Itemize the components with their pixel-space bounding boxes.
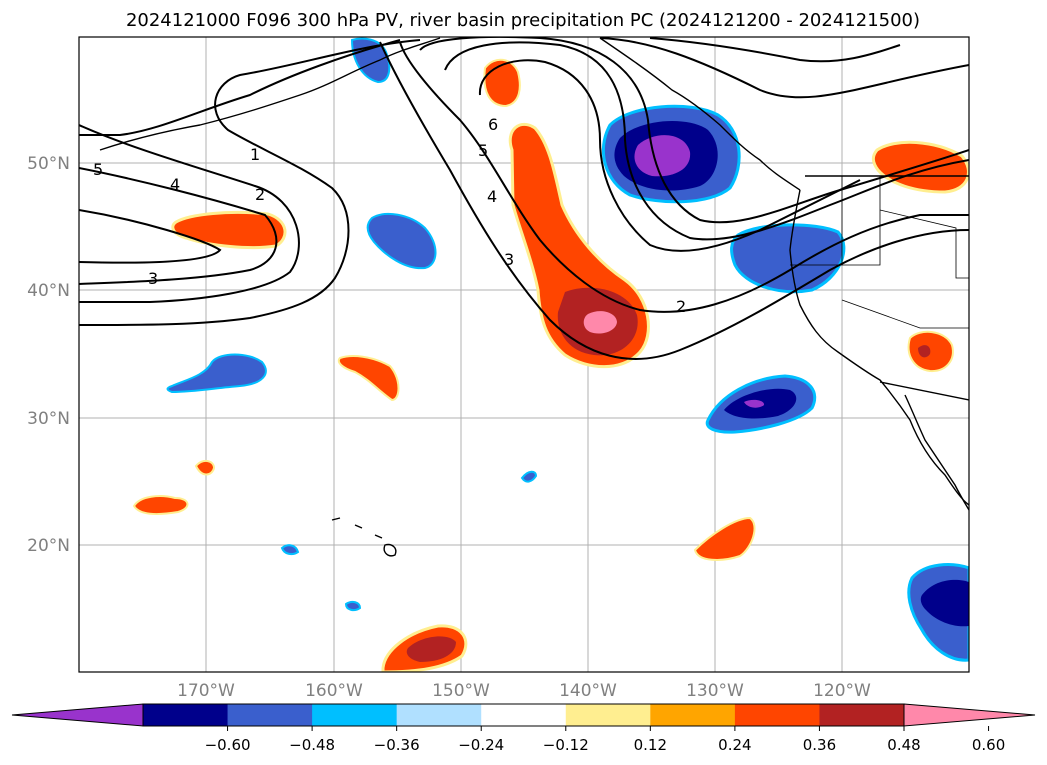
map-frame xyxy=(78,36,970,673)
precip-negative-core xyxy=(920,579,969,627)
precip-negative-blob xyxy=(344,600,362,612)
precip-negative-blob xyxy=(730,223,846,294)
pv-contour-9 xyxy=(399,41,969,313)
colorbar-swatch xyxy=(734,704,820,726)
pv-contour-10 xyxy=(379,41,969,360)
pv-contour-12 xyxy=(649,37,901,63)
colorbar-tick-label: 0.12 xyxy=(634,736,667,754)
precip-positive-blob xyxy=(194,460,216,476)
coastline-west-north-america xyxy=(789,189,969,506)
precip-positive-core xyxy=(918,345,931,358)
coastline-alaska-south xyxy=(599,37,801,191)
colorbar-tick-label: −0.48 xyxy=(289,736,335,754)
pv-contour-labels: 1 2 3 4 5 6 5 4 3 2 xyxy=(93,115,686,316)
pv-contour-3 xyxy=(79,124,300,303)
pv-contour-6 xyxy=(478,59,861,252)
pv-label: 1 xyxy=(250,145,260,164)
colorbar-swatch xyxy=(650,704,736,726)
precip-positive-blob xyxy=(337,355,400,402)
lon-label: 120°W xyxy=(813,681,871,701)
precip-positive-core xyxy=(406,636,456,662)
figure-title: 2024121000 F096 300 hPa PV, river basin … xyxy=(126,10,920,31)
colorbar-tick-label: −0.60 xyxy=(205,736,251,754)
colorbar-tick-label: −0.24 xyxy=(458,736,504,754)
colorbar-swatch xyxy=(481,704,567,726)
lat-labels: 50°N 40°N 30°N 20°N xyxy=(27,154,70,556)
precip-negative-blob xyxy=(366,212,437,270)
coastlines xyxy=(99,37,969,557)
colorbar: −0.60 −0.48 −0.36 −0.24 −0.12 0.12 0.24 0.36 0.4… xyxy=(11,703,1036,754)
pv-label: 6 xyxy=(488,115,498,134)
colorbar-tick-label: 0.36 xyxy=(803,736,836,754)
pv-contour-2 xyxy=(79,39,401,136)
pv-label: 5 xyxy=(478,141,488,160)
colorbar-swatch xyxy=(227,704,313,726)
pv-contour-7 xyxy=(444,41,969,241)
precip-negative-blob xyxy=(280,544,300,556)
precip-negative-peak xyxy=(744,399,765,408)
colorbar-swatch xyxy=(396,704,482,726)
lat-label: 50°N xyxy=(27,154,70,174)
colorbar-extend-high xyxy=(903,703,1036,727)
precip-negative-blob xyxy=(520,470,538,483)
lon-label: 130°W xyxy=(686,681,744,701)
border-us-mexico xyxy=(879,381,969,401)
colorbar-tick-label: −0.12 xyxy=(543,736,589,754)
hawaii-islands xyxy=(331,517,397,557)
colorbar-extend-low xyxy=(11,703,144,727)
coastline-aleutians xyxy=(99,37,441,151)
pv-contour-4 xyxy=(79,167,278,285)
pv-contour-1 xyxy=(79,39,421,326)
map-panel: 1 2 3 4 5 6 5 4 3 2 xyxy=(78,36,970,673)
colorbar-swatch xyxy=(312,704,398,726)
lon-label: 160°W xyxy=(305,681,363,701)
precip-positive-blob xyxy=(907,330,954,373)
pv-label: 5 xyxy=(93,160,103,179)
lat-label: 20°N xyxy=(27,536,70,556)
colorbar-swatch xyxy=(819,704,905,726)
border-state-1 xyxy=(841,176,881,266)
precip-negative-peak xyxy=(634,135,691,177)
pv-contour-5 xyxy=(79,209,222,264)
pv-label: 3 xyxy=(504,250,514,269)
colorbar-tick-label: 0.48 xyxy=(887,736,920,754)
pv-label: 4 xyxy=(170,175,180,194)
colorbar-swatch xyxy=(143,704,229,726)
precip-negative-blob xyxy=(166,353,267,394)
colorbar-tick-label: 0.24 xyxy=(718,736,751,754)
colorbar-outline xyxy=(142,703,905,727)
colorbar-tick-label: 0.60 xyxy=(972,736,1005,754)
lat-label: 40°N xyxy=(27,281,70,301)
pv-contour-11 xyxy=(599,37,969,99)
pv-label: 4 xyxy=(487,187,497,206)
precip-pc-fill xyxy=(132,37,969,672)
pv-label: 2 xyxy=(676,297,686,316)
precip-positive-blob xyxy=(483,58,521,108)
lon-label: 170°W xyxy=(177,681,235,701)
lon-label: 150°W xyxy=(432,681,490,701)
colorbar-tick-label: −0.36 xyxy=(374,736,420,754)
lon-labels: 170°W 160°W 150°W 140°W 130°W 120°W xyxy=(177,681,871,701)
pv-label: 3 xyxy=(148,269,158,288)
coastline-baja xyxy=(904,394,969,511)
border-state-3 xyxy=(879,209,969,279)
colorbar-swatch xyxy=(565,704,651,726)
lat-label: 30°N xyxy=(27,409,70,429)
precip-positive-peak xyxy=(583,311,617,334)
lon-label: 140°W xyxy=(559,681,617,701)
pv-label: 2 xyxy=(255,185,265,204)
precip-positive-blob xyxy=(693,516,756,561)
precip-positive-blob xyxy=(132,495,189,516)
